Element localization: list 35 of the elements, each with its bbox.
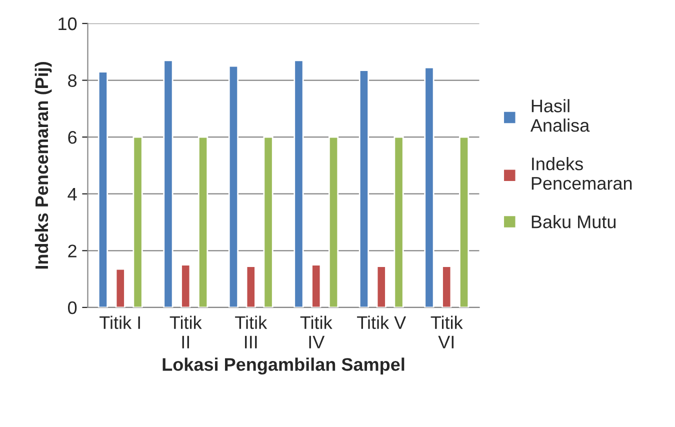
legend-label: Baku Mutu bbox=[532, 214, 616, 228]
bar bbox=[163, 60, 174, 308]
x-tick-label: Titik III bbox=[235, 316, 268, 348]
bar bbox=[98, 71, 108, 308]
y-tick-label: 8 bbox=[68, 74, 77, 87]
legend-label: Indeks Pencemaran bbox=[532, 157, 632, 190]
x-tick-label: Titik I bbox=[100, 316, 140, 329]
bar bbox=[115, 268, 126, 308]
y-axis-title: Indeks Pencemaran (Pij) bbox=[34, 62, 52, 269]
x-tick-label: Titik IV bbox=[300, 316, 332, 348]
legend-label: Hasil Analisa bbox=[530, 99, 590, 132]
x-tick-label: Titik V bbox=[357, 316, 406, 329]
bar bbox=[424, 66, 434, 308]
bar bbox=[198, 136, 208, 308]
bar bbox=[294, 60, 304, 308]
bar bbox=[394, 136, 404, 308]
bar bbox=[263, 136, 274, 308]
bar bbox=[458, 136, 470, 308]
bar bbox=[442, 266, 452, 308]
bar bbox=[246, 266, 256, 308]
bar bbox=[311, 264, 322, 308]
bar bbox=[358, 70, 370, 308]
x-axis-title: Lokasi Pengambilan Sampel bbox=[162, 358, 404, 375]
y-tick-label: 10 bbox=[58, 17, 77, 30]
x-tick-label: Titik VI bbox=[430, 316, 463, 348]
bar bbox=[328, 136, 339, 308]
y-tick-label: 4 bbox=[68, 188, 77, 200]
bar bbox=[180, 264, 191, 308]
bar bbox=[132, 136, 143, 308]
y-tick-label: 6 bbox=[68, 131, 77, 144]
bar bbox=[376, 266, 386, 308]
bar bbox=[228, 65, 239, 308]
y-tick-label: 2 bbox=[68, 244, 76, 258]
x-tick-label: Titik II bbox=[170, 316, 202, 348]
y-tick-label: 0 bbox=[68, 301, 77, 314]
